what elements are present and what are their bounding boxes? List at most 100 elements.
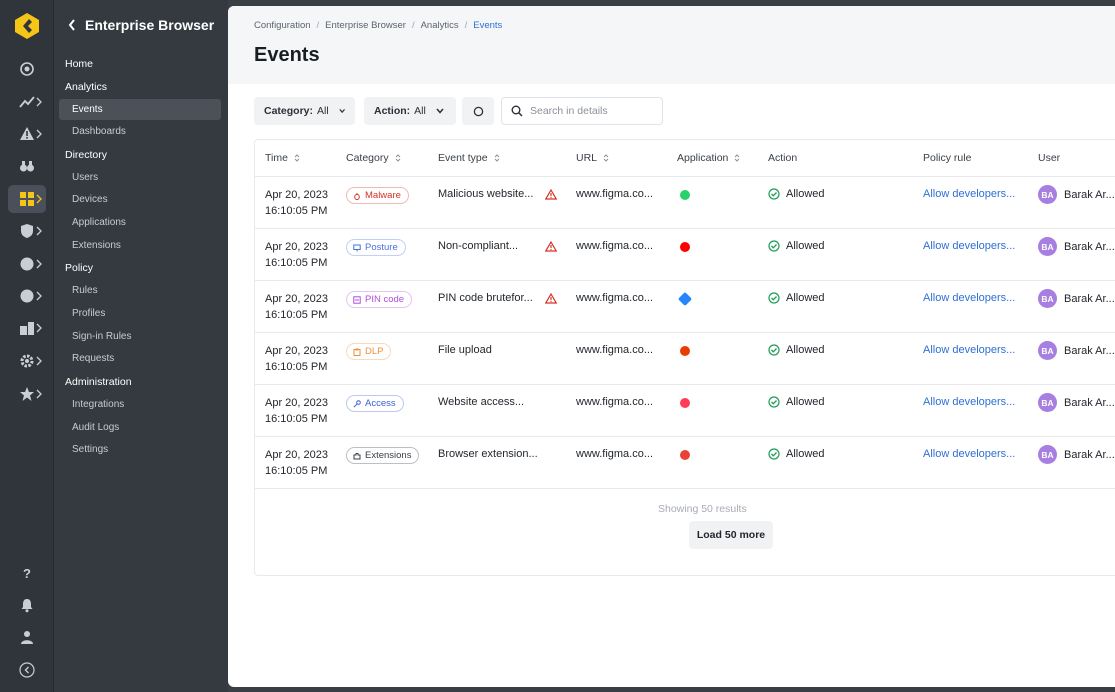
action-status: Allowed (768, 344, 825, 356)
nav-section-home[interactable]: Home (65, 57, 94, 70)
table-row[interactable]: Apr 20, 2023 16:10:05 PM Access Website acc… (255, 384, 1115, 436)
search-input[interactable]: Search in details (501, 97, 663, 125)
events-table: Time Category Event type URL Application Acti… (254, 139, 1115, 576)
event-url[interactable]: www.figma.co... (576, 292, 654, 304)
circle-icon[interactable] (8, 250, 46, 278)
breadcrumb-item[interactable]: Enterprise Browser (325, 20, 406, 31)
user-cell[interactable]: BA Barak Ar... (1038, 393, 1115, 412)
shield-icon[interactable] (8, 217, 46, 245)
star-icon[interactable] (8, 380, 46, 408)
nav-item-sign-in-rules[interactable]: Sign-in Rules (72, 331, 132, 342)
table-row[interactable]: Apr 20, 2023 16:10:05 PM DLP File upload www… (255, 332, 1115, 384)
category-badge[interactable]: PIN code (346, 291, 413, 308)
user-name: Barak Ar... (1064, 396, 1115, 409)
user-name: Barak Ar... (1064, 292, 1115, 305)
user-icon[interactable] (8, 623, 46, 651)
column-header-time[interactable]: Time (265, 140, 300, 176)
chevron-down-icon (339, 109, 345, 114)
binoculars-icon[interactable] (8, 152, 46, 180)
table-row[interactable]: Apr 20, 2023 16:10:05 PM Extensions Browser… (255, 436, 1115, 488)
policy-rule-link[interactable]: Allow developers... (923, 292, 1016, 304)
event-type: Browser extension... (438, 448, 538, 460)
event-url[interactable]: www.figma.co... (576, 188, 654, 200)
column-header-event-type[interactable]: Event type (438, 140, 500, 176)
category-badge[interactable]: DLP (346, 343, 392, 360)
user-cell[interactable]: BA Barak Ar... (1038, 185, 1115, 204)
event-date: Apr 20, 2023 (265, 345, 328, 357)
nav-item-applications[interactable]: Applications (72, 217, 126, 228)
alert-icon[interactable] (8, 120, 46, 148)
avatar: BA (1038, 393, 1057, 412)
nav-back-button[interactable]: Enterprise Browser (68, 17, 214, 33)
nav-item-users[interactable]: Users (72, 172, 99, 183)
nav-item-audit-logs[interactable]: Audit Logs (72, 422, 120, 433)
column-header-category[interactable]: Category (346, 140, 401, 176)
nav-item-dashboards[interactable]: Dashboards (72, 126, 126, 137)
category-filter[interactable]: Category: All (254, 97, 355, 125)
action-filter[interactable]: Action: All (364, 97, 456, 125)
table-row[interactable]: Apr 20, 2023 16:10:05 PM PIN code PIN code … (255, 280, 1115, 332)
column-header-user: User (1038, 140, 1060, 176)
whatsapp-icon (680, 190, 690, 200)
home-icon[interactable] (8, 55, 46, 83)
circle-icon[interactable] (8, 282, 46, 310)
table-row[interactable]: Apr 20, 2023 16:10:05 PM Malware Malicious … (255, 176, 1115, 228)
breadcrumb-item[interactable]: Analytics (420, 20, 459, 31)
action-label: Allowed (786, 292, 825, 304)
user-cell[interactable]: BA Barak Ar... (1038, 289, 1115, 308)
nav-item-requests[interactable]: Requests (72, 353, 115, 364)
apps-icon[interactable] (8, 185, 46, 213)
user-cell[interactable]: BA Barak Ar... (1038, 341, 1115, 360)
nav-item-rules[interactable]: Rules (72, 285, 98, 296)
policy-rule-link[interactable]: Allow developers... (923, 188, 1016, 200)
column-header-url[interactable]: URL (576, 140, 609, 176)
policy-rule-link[interactable]: Allow developers... (923, 344, 1016, 356)
nav-item-settings[interactable]: Settings (72, 444, 109, 455)
gear-icon[interactable] (8, 347, 46, 375)
event-url[interactable]: www.figma.co... (576, 240, 654, 252)
policy-rule-link[interactable]: Allow developers... (923, 448, 1016, 460)
nav-section-policy[interactable]: Policy (65, 261, 94, 274)
user-cell[interactable]: BA Barak Ar... (1038, 237, 1115, 256)
nav-item-devices[interactable]: Devices (72, 194, 108, 205)
column-header-label: User (1038, 152, 1061, 164)
analytics-icon[interactable] (8, 88, 46, 116)
event-url[interactable]: www.figma.co... (576, 396, 654, 408)
nav-section-directory[interactable]: Directory (65, 148, 108, 161)
refresh-button[interactable] (462, 97, 494, 125)
policy-rule-link[interactable]: Allow developers... (923, 396, 1016, 408)
nav-section-analytics[interactable]: Analytics (65, 80, 108, 93)
bell-icon[interactable] (8, 591, 46, 619)
sort-icon (735, 154, 740, 162)
category-badge[interactable]: Extensions (346, 447, 420, 464)
collapse-icon[interactable] (8, 656, 46, 684)
event-url[interactable]: www.figma.co... (576, 344, 654, 356)
category-badge[interactable]: Posture (346, 239, 406, 256)
check-circle-icon (768, 344, 780, 356)
nav-item-profiles[interactable]: Profiles (72, 308, 106, 319)
column-header-policy-rule: Policy rule (923, 140, 971, 176)
user-cell[interactable]: BA Barak Ar... (1038, 445, 1115, 464)
event-clock: 16:10:05 PM (265, 257, 328, 269)
help-icon[interactable]: ? (23, 565, 31, 581)
policy-rule-link[interactable]: Allow developers... (923, 240, 1016, 252)
action-status: Allowed (768, 396, 825, 408)
nav-item-extensions[interactable]: Extensions (72, 240, 121, 251)
nav-section-administration[interactable]: Administration (65, 375, 132, 388)
logo-icon[interactable] (14, 12, 40, 40)
event-time: Apr 20, 2023 16:10:05 PM (265, 395, 328, 427)
event-url[interactable]: www.figma.co... (576, 448, 654, 460)
breadcrumb-item[interactable]: Configuration (254, 20, 311, 31)
clipboard-icon (353, 348, 361, 356)
category-badge[interactable]: Malware (346, 187, 409, 204)
table-row[interactable]: Apr 20, 2023 16:10:05 PM Posture Non-compli… (255, 228, 1115, 280)
devices-icon[interactable] (8, 314, 46, 342)
nav-item-events[interactable]: Events (59, 99, 221, 120)
warning-icon (545, 189, 557, 200)
check-circle-icon (768, 240, 780, 252)
nav-item-integrations[interactable]: Integrations (72, 399, 125, 410)
column-header-label: URL (576, 152, 598, 164)
category-badge[interactable]: Access (346, 395, 404, 412)
column-header-application[interactable]: Application (677, 140, 740, 176)
load-more-button[interactable]: Load 50 more (689, 521, 773, 549)
